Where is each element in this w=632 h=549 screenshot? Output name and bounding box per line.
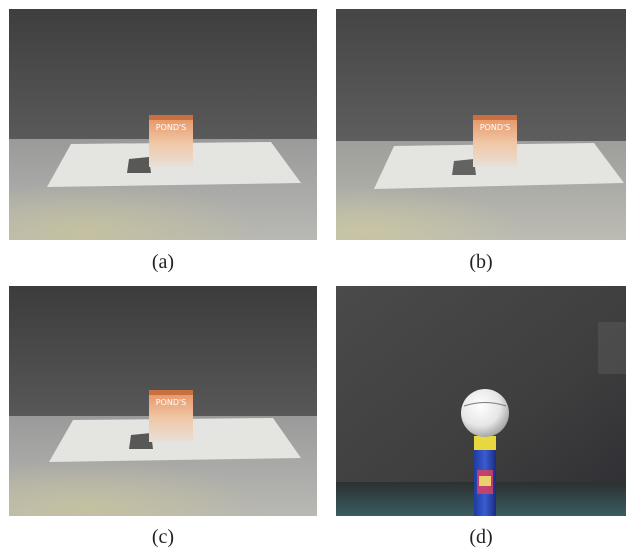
panel-d [336, 286, 626, 516]
panel-c: POND'S [9, 286, 317, 516]
svg-text:POND'S: POND'S [480, 123, 511, 132]
svg-text:POND'S: POND'S [156, 123, 187, 132]
svg-text:POND'S: POND'S [156, 398, 187, 407]
photo-a: POND'S [9, 9, 317, 240]
photo-b: POND'S [336, 9, 626, 240]
photo-d [336, 286, 626, 516]
photo-c: POND'S [9, 286, 317, 516]
panel-a: POND'S [9, 9, 317, 240]
panel-b: POND'S [336, 9, 626, 240]
caption-c: (c) [151, 526, 175, 548]
caption-d: (d) [469, 526, 493, 548]
caption-b: (b) [469, 251, 493, 273]
caption-a: (a) [151, 251, 175, 273]
